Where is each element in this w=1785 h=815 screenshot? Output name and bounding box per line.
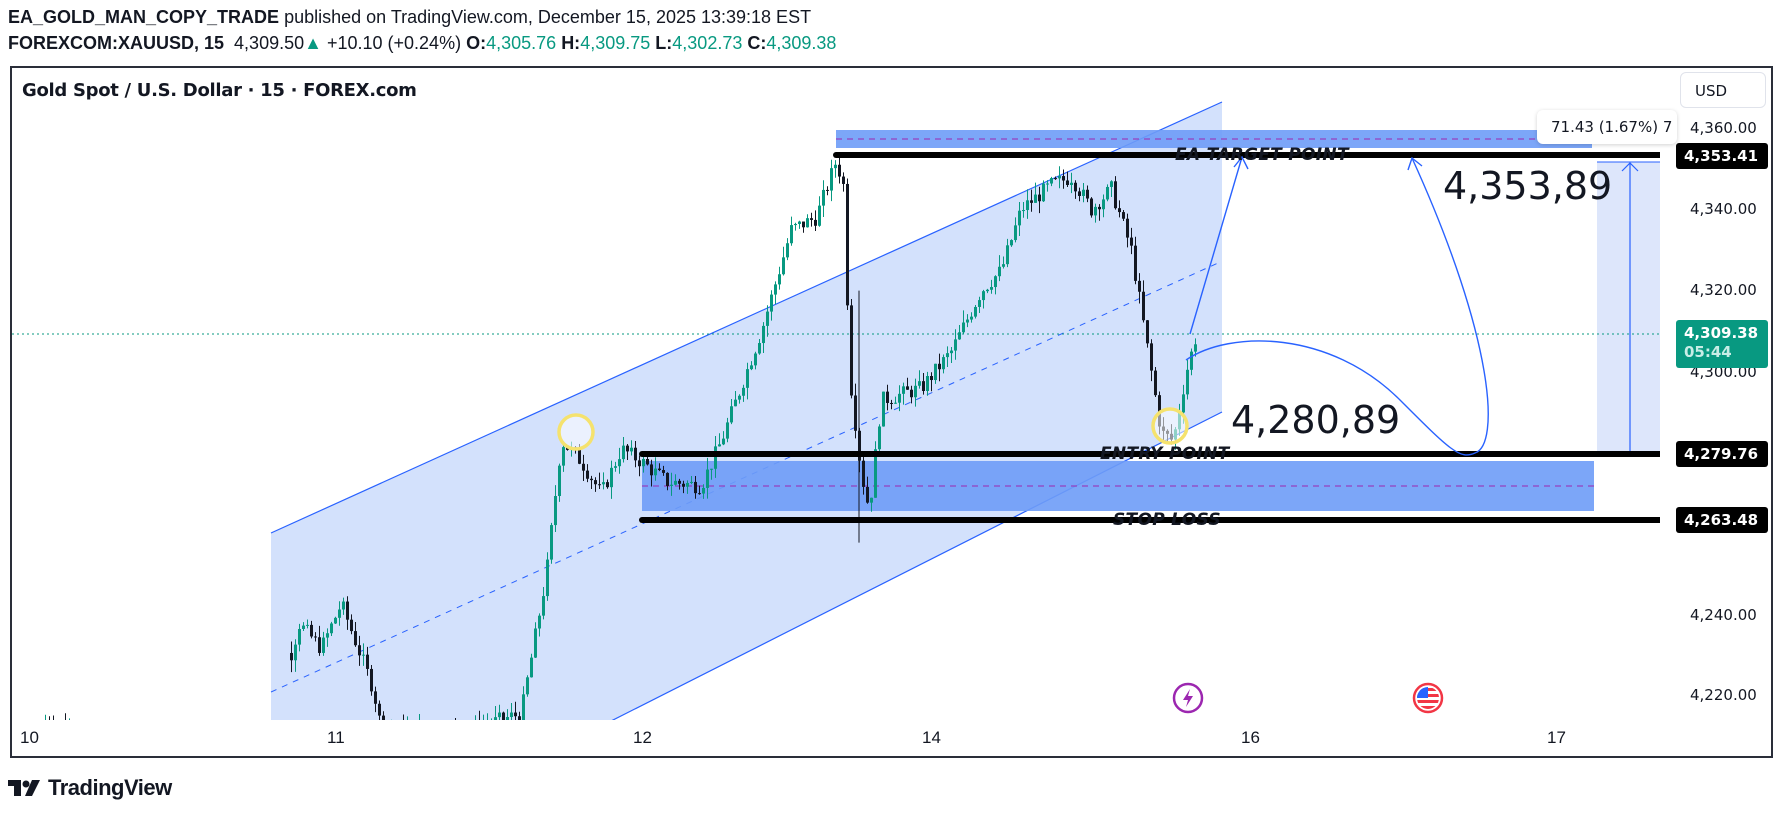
- current-price-label: 4,309.38 05:44: [1676, 320, 1768, 368]
- close-label: C:: [747, 33, 767, 53]
- high-label: H:: [561, 33, 581, 53]
- open-value: 4,305.76: [486, 33, 557, 53]
- author-name[interactable]: EA_GOLD_MAN_COPY_TRADE: [8, 7, 280, 27]
- close-value: 4,309.38: [766, 33, 837, 53]
- swing-high-circle: [557, 413, 595, 451]
- time-tick: 17: [1547, 728, 1566, 747]
- current-price-value: 4,309.38: [1684, 324, 1759, 342]
- target-value-note: 4,353,89: [1443, 164, 1613, 208]
- lightning-event-icon[interactable]: [1172, 682, 1204, 714]
- time-tick: 16: [1241, 728, 1260, 747]
- range-tooltip: 71.43 (1.67%) 7: [1537, 110, 1677, 144]
- up-arrow-icon: ▲: [304, 33, 322, 53]
- us-flag-event-icon[interactable]: [1412, 682, 1444, 714]
- candlesticks: [45, 155, 1197, 720]
- time-tick: 11: [327, 728, 345, 747]
- last-price: 4,309.50: [234, 33, 305, 53]
- bar-countdown: 05:44: [1684, 343, 1732, 361]
- stop-price-label: 4,263.48: [1676, 507, 1768, 533]
- swing-low-circle: [1151, 407, 1189, 445]
- time-tick: 10: [20, 728, 39, 747]
- price-tick: 4,360.00: [1690, 119, 1757, 137]
- price-tick: 4,320.00: [1690, 281, 1757, 299]
- projection-straight-arrow: [1189, 156, 1243, 335]
- stop-level-label: STOP LOSS: [1113, 510, 1221, 530]
- time-tick: 14: [922, 728, 941, 747]
- published-text: published on TradingView.com, December 1…: [284, 7, 812, 27]
- open-label: O:: [466, 33, 487, 53]
- high-value: 4,309.75: [580, 33, 651, 53]
- brand-name: TradingView: [48, 775, 172, 800]
- price-tick: 4,240.00: [1690, 606, 1757, 624]
- chart-title: Gold Spot / U.S. Dollar · 15 · FOREX.com: [22, 80, 417, 101]
- symbol-header: FOREXCOM:XAUUSD, 15 4,309.50▲ +10.10 (+0…: [8, 33, 836, 54]
- tradingview-logo[interactable]: TradingView: [8, 775, 172, 801]
- price-tick: 4,220.00: [1690, 686, 1757, 704]
- currency-button[interactable]: USD: [1680, 72, 1766, 108]
- entry-price-label: 4,279.76: [1676, 441, 1768, 467]
- channel-fill: [271, 102, 1222, 720]
- low-value-note: 4,280,89: [1231, 398, 1401, 442]
- time-tick: 12: [633, 728, 652, 747]
- entry-level-label: ENTRY POINT: [1100, 444, 1230, 464]
- publish-header: EA_GOLD_MAN_COPY_TRADE published on Trad…: [8, 7, 811, 28]
- low-label: L:: [655, 33, 673, 53]
- price-range-box: [1597, 162, 1660, 452]
- tradingview-logo-icon: [8, 780, 40, 796]
- projection-curve-arrow: [1185, 157, 1489, 456]
- change: +10.10 (+0.24%): [326, 33, 462, 53]
- symbol: FOREXCOM:XAUUSD, 15: [8, 33, 225, 53]
- target-level-label: EA TARGET POINT: [1175, 145, 1349, 165]
- low-value: 4,302.73: [672, 33, 743, 53]
- target-price-label: 4,353.41: [1676, 143, 1768, 169]
- price-tick: 4,340.00: [1690, 200, 1757, 218]
